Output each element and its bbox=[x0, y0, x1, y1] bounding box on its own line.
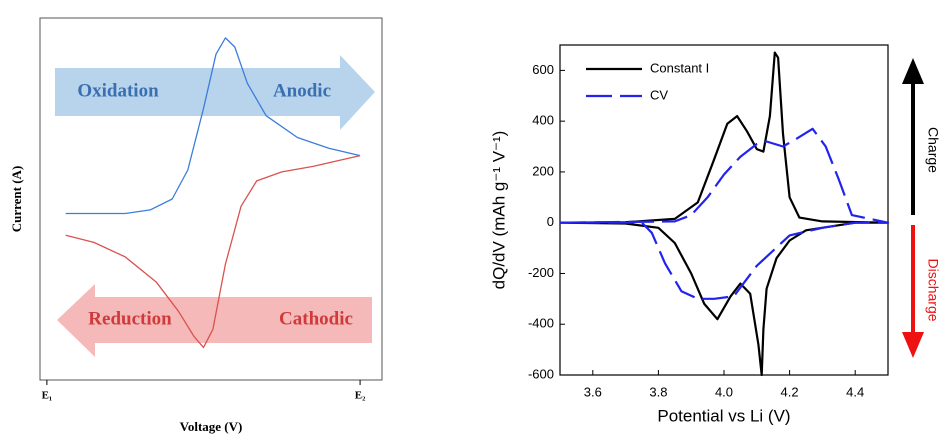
x-axis-label: Potential vs Li (V) bbox=[657, 406, 790, 425]
x-tick-label: E₁ bbox=[42, 390, 53, 402]
annotation: Charge bbox=[925, 127, 939, 173]
oxidation-arrow bbox=[55, 55, 375, 130]
y-tick-label: 400 bbox=[532, 113, 554, 128]
x-tick-label: 3.6 bbox=[584, 384, 602, 399]
legend-label: CV bbox=[650, 87, 668, 102]
y-axis-label: Current (A) bbox=[9, 166, 24, 233]
annotation: Discharge bbox=[925, 258, 939, 321]
y-tick-label: 200 bbox=[532, 163, 554, 178]
annotation: Cathodic bbox=[279, 308, 353, 329]
annotation: Anodic bbox=[273, 80, 331, 101]
series-line bbox=[559, 51, 890, 377]
y-tick-label: 0 bbox=[547, 214, 554, 229]
annotation: Oxidation bbox=[77, 80, 159, 101]
charge-arrow-head bbox=[902, 58, 924, 84]
x-tick-label: 4.2 bbox=[781, 384, 799, 399]
series-line bbox=[65, 37, 361, 215]
y-tick-label: 600 bbox=[532, 62, 554, 77]
series-line bbox=[65, 154, 361, 349]
legend-label: Constant I bbox=[650, 60, 709, 75]
right-frame bbox=[559, 44, 889, 376]
x-tick-label: 3.8 bbox=[649, 384, 667, 399]
annotation: Reduction bbox=[88, 308, 172, 329]
y-tick-label: -600 bbox=[528, 366, 554, 381]
x-tick-label: 4.0 bbox=[715, 384, 733, 399]
y-tick-label: -400 bbox=[528, 316, 554, 331]
x-axis-label: Voltage (V) bbox=[180, 419, 243, 434]
y-axis-label: dQ/dV (mAh g⁻¹ V⁻¹) bbox=[489, 131, 508, 290]
series-line bbox=[559, 127, 890, 300]
x-tick-label: 4.4 bbox=[846, 384, 864, 399]
discharge-arrow-head bbox=[902, 332, 924, 358]
y-tick-label: -200 bbox=[528, 265, 554, 280]
x-tick-label: E₂ bbox=[355, 390, 366, 402]
